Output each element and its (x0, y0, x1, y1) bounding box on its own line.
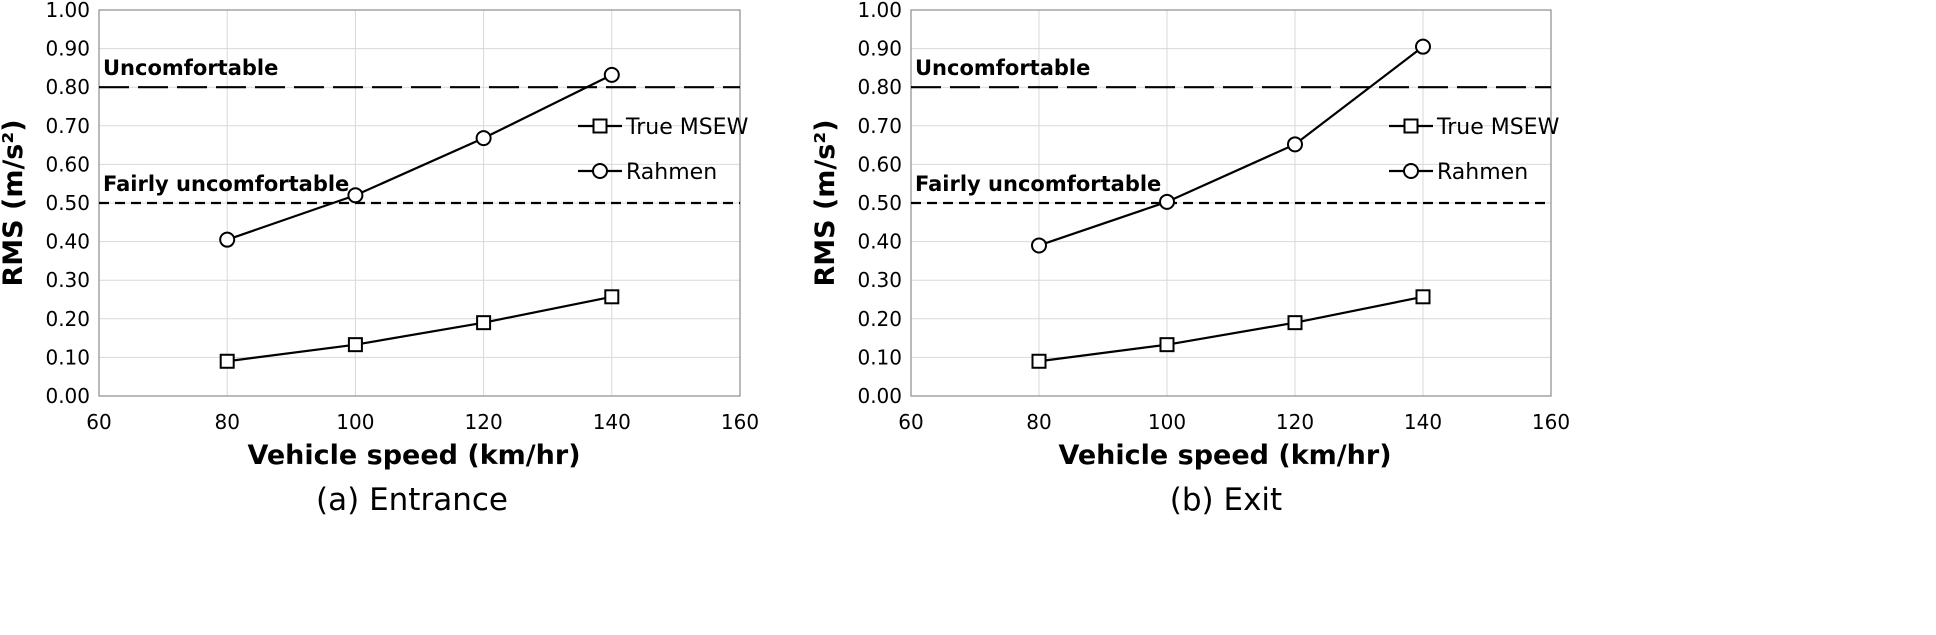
x-tick-label: 100 (336, 410, 374, 434)
data-point-square (1031, 353, 1047, 369)
x-axis-title: Vehicle speed (km/hr) (1058, 440, 1391, 471)
y-tick-label: 0.00 (45, 384, 90, 408)
y-tick-label: 0.50 (45, 191, 90, 215)
legend-marker-square (1403, 118, 1419, 134)
y-tick-label: 0.60 (857, 152, 902, 176)
y-tick-label: 0.40 (857, 230, 902, 254)
legend-label: True MSEW (625, 115, 749, 140)
data-point-square (347, 337, 363, 353)
reference-line-label: Uncomfortable (103, 56, 278, 80)
data-point-circle (1287, 136, 1303, 153)
legend-label: True MSEW (1436, 115, 1560, 140)
x-tick-label: 80 (1026, 410, 1051, 434)
data-point-circle (475, 130, 492, 147)
y-tick-label: 0.80 (45, 75, 90, 99)
reference-line-label: Uncomfortable (915, 56, 1090, 80)
y-tick-label: 0.20 (857, 307, 902, 331)
x-tick-label: 120 (465, 410, 503, 434)
series-line-true-msew (1038, 295, 1424, 363)
y-tick-label: 0.10 (45, 345, 90, 369)
data-point-circle (347, 187, 364, 204)
reference-line-label: Fairly uncomfortable (915, 172, 1161, 196)
series-line-rahmen (226, 73, 613, 241)
y-tick-label: 0.30 (45, 268, 90, 292)
x-tick-label: 60 (86, 410, 111, 434)
x-tick-label: 160 (721, 410, 759, 434)
reference-line-label: Fairly uncomfortable (103, 172, 349, 196)
legend-label: Rahmen (1437, 160, 1528, 185)
y-tick-label: 0.80 (857, 75, 902, 99)
x-tick-label: 160 (1532, 410, 1570, 434)
data-point-square (219, 353, 235, 369)
y-tick-label: 0.40 (45, 230, 90, 254)
y-tick-label: 0.90 (857, 37, 902, 61)
data-point-circle (219, 231, 236, 248)
legend-marker-square (592, 118, 608, 134)
figure-caption: (a) Entrance (316, 482, 508, 518)
series-line-rahmen (1038, 45, 1424, 247)
x-tick-label: 60 (898, 410, 923, 434)
data-point-square (1415, 289, 1431, 305)
data-point-circle (1415, 38, 1431, 55)
y-axis-title: RMS (m/s²) (810, 119, 841, 286)
chart-panel-1: 60 80 100 120 140 160 0.00 0.10 0.20 0.30 0.40 0.50… (810, 0, 1570, 518)
y-tick-label: 0.90 (45, 37, 90, 61)
legend-marker-circle (1403, 163, 1419, 179)
series-line-true-msew (227, 295, 613, 363)
x-tick-label: 100 (1148, 410, 1186, 434)
y-tick-label: 0.30 (857, 268, 902, 292)
y-tick-label: 0.20 (45, 307, 90, 331)
data-point-circle (1159, 193, 1175, 210)
x-axis-title: Vehicle speed (km/hr) (247, 440, 580, 471)
legend-marker-circle (592, 163, 608, 179)
data-point-square (604, 289, 620, 305)
y-tick-label: 0.60 (45, 152, 90, 176)
data-point-square (1287, 315, 1303, 331)
data-point-circle (1031, 237, 1047, 254)
y-tick-label: 0.00 (857, 384, 902, 408)
y-tick-label: 0.70 (45, 114, 90, 138)
y-tick-label: 1.00 (857, 0, 902, 22)
chart-panel-0: 60 80 100 120 140 160 0.00 0.10 0.20 0.30 0.40 0.50… (0, 0, 759, 518)
data-point-square (476, 315, 492, 331)
figure-caption: (b) Exit (1170, 482, 1282, 518)
data-point-square (1159, 337, 1175, 353)
x-tick-label: 140 (1404, 410, 1442, 434)
y-tick-label: 1.00 (45, 0, 90, 22)
y-tick-label: 0.10 (857, 345, 902, 369)
y-tick-label: 0.50 (857, 191, 902, 215)
x-tick-label: 80 (214, 410, 239, 434)
y-axis-title: RMS (m/s²) (0, 119, 29, 286)
data-point-circle (603, 66, 620, 83)
x-tick-label: 140 (593, 410, 631, 434)
y-tick-label: 0.70 (857, 114, 902, 138)
legend-label: Rahmen (626, 160, 717, 185)
x-tick-label: 120 (1276, 410, 1314, 434)
